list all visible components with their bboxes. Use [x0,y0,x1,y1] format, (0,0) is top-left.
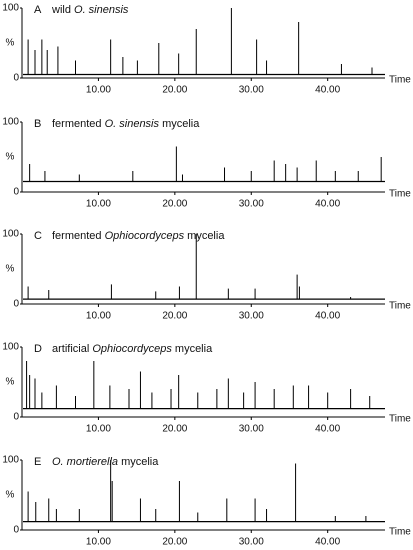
x-tick-label: 30.00 [239,311,264,322]
y-axis-label: % [6,490,15,501]
title-part: O. sinensis [74,4,129,16]
panel-label: A [34,4,42,16]
y-tick-label: 100 [2,229,19,240]
x-tick-label: 20.00 [162,311,187,322]
title-part: artificial [52,343,92,355]
x-tick-label: 30.00 [239,199,264,210]
title-part: mycelia [159,118,200,130]
y-tick-label: 100 [2,3,19,14]
panel-title: artificial Ophiocordyceps mycelia [52,343,213,355]
y-tick-label: 0 [13,412,19,423]
y-tick-label: 0 [13,187,19,198]
y-axis-label: % [6,152,15,163]
panel-label: B [34,118,41,130]
x-tick-label: 40.00 [315,199,340,210]
x-axis-label: Time [389,414,411,425]
x-tick-label: 40.00 [315,537,340,548]
y-tick-label: 0 [13,299,19,310]
title-part: Ophiocordyceps [92,343,172,355]
title-part: fermented [52,230,105,242]
title-part: Ophiocordyceps [105,230,185,242]
x-tick-label: 10.00 [86,537,111,548]
x-tick-label: 30.00 [239,424,264,435]
title-part: mycelia [184,230,225,242]
title-part: wild [51,4,74,16]
x-axis-label: Time [389,301,411,312]
panel-label: E [34,456,41,468]
x-axis-label: Time [389,527,411,538]
panel-label: C [34,230,42,242]
x-axis-label: Time [389,189,411,200]
panel-title: wild O. sinensis [51,4,129,16]
title-part: O. mortierella [52,456,118,468]
y-axis-label: % [6,377,15,388]
x-tick-label: 40.00 [315,424,340,435]
x-tick-label: 10.00 [86,424,111,435]
panel-title: fermented Ophiocordyceps mycelia [52,230,225,242]
x-tick-label: 30.00 [239,85,264,96]
y-tick-label: 100 [2,117,19,128]
title-part: fermented [52,118,105,130]
x-tick-label: 30.00 [239,537,264,548]
panel-label: D [34,343,42,355]
x-tick-label: 40.00 [315,85,340,96]
x-tick-label: 10.00 [86,311,111,322]
x-tick-label: 20.00 [162,424,187,435]
x-tick-label: 20.00 [162,537,187,548]
y-tick-label: 0 [13,73,19,84]
x-tick-label: 20.00 [162,85,187,96]
x-tick-label: 20.00 [162,199,187,210]
y-axis-label: % [6,264,15,275]
y-axis-label: % [6,38,15,49]
title-part: mycelia [172,343,213,355]
panel-title: O. mortierella mycelia [52,456,159,468]
y-tick-label: 100 [2,342,19,353]
title-part: O. sinensis [105,118,160,130]
x-axis-label: Time [389,75,411,86]
panel-title: fermented O. sinensis mycelia [52,118,200,130]
y-tick-label: 0 [13,525,19,536]
title-part: mycelia [118,456,159,468]
x-tick-label: 10.00 [86,85,111,96]
x-tick-label: 40.00 [315,311,340,322]
x-tick-label: 10.00 [86,199,111,210]
y-tick-label: 100 [2,455,19,466]
